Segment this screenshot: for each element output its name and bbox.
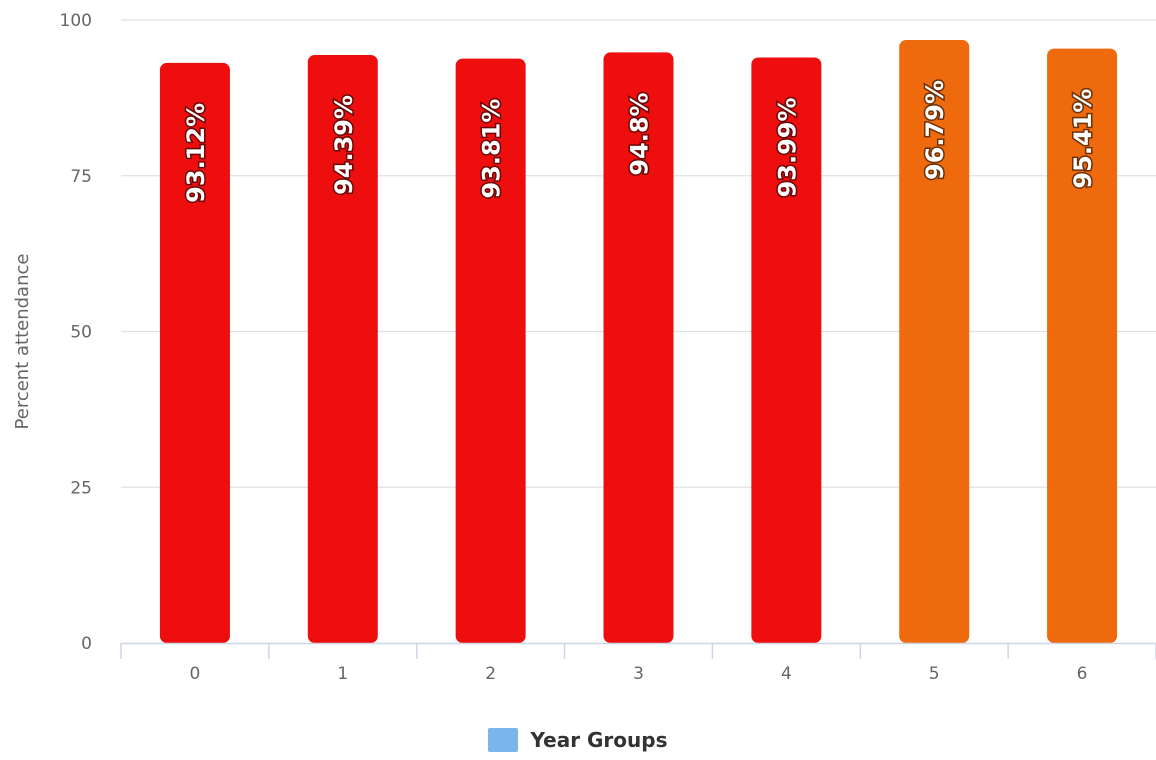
y-tick-label: 25 [70,478,92,498]
data-label: 95.41% [1069,89,1097,189]
x-tick-label: 2 [485,664,496,684]
data-label: 93.99% [773,97,801,197]
legend-label: Year Groups [530,728,668,752]
bar[interactable] [455,58,526,643]
x-tick-label: 4 [781,664,792,684]
y-axis-ticks: 0 25 50 75 100 [60,11,92,654]
y-tick-label: 0 [81,634,92,654]
bar[interactable] [751,57,822,643]
data-label: 94.8% [626,92,654,175]
x-axis: 0 1 2 3 4 5 6 [120,642,1156,684]
bar[interactable] [899,39,970,644]
x-tick-label: 6 [1077,664,1088,684]
y-tick-label: 100 [60,11,92,31]
x-tick-label: 0 [190,664,201,684]
legend-swatch [488,728,519,752]
data-labels: 93.12% 94.39% 93.81% 94.8% 93.99% 96.79% 95.41… [180,78,1098,204]
data-label: 94.39% [330,95,358,195]
bar[interactable] [1047,48,1118,643]
y-tick-label: 50 [70,323,92,343]
bar[interactable] [307,54,378,643]
legend[interactable]: Year Groups [0,728,1156,752]
bar[interactable] [159,62,230,643]
y-axis-label: Percent attendance [12,254,33,430]
x-tick-label: 1 [337,664,348,684]
data-label: 93.81% [478,99,506,199]
x-tick-label: 3 [633,664,644,684]
bars [159,39,1118,644]
data-label: 93.12% [182,103,210,203]
y-tick-label: 75 [70,167,92,187]
bar[interactable] [603,52,674,644]
x-tick-label: 5 [929,664,940,684]
data-label: 96.79% [921,80,949,180]
